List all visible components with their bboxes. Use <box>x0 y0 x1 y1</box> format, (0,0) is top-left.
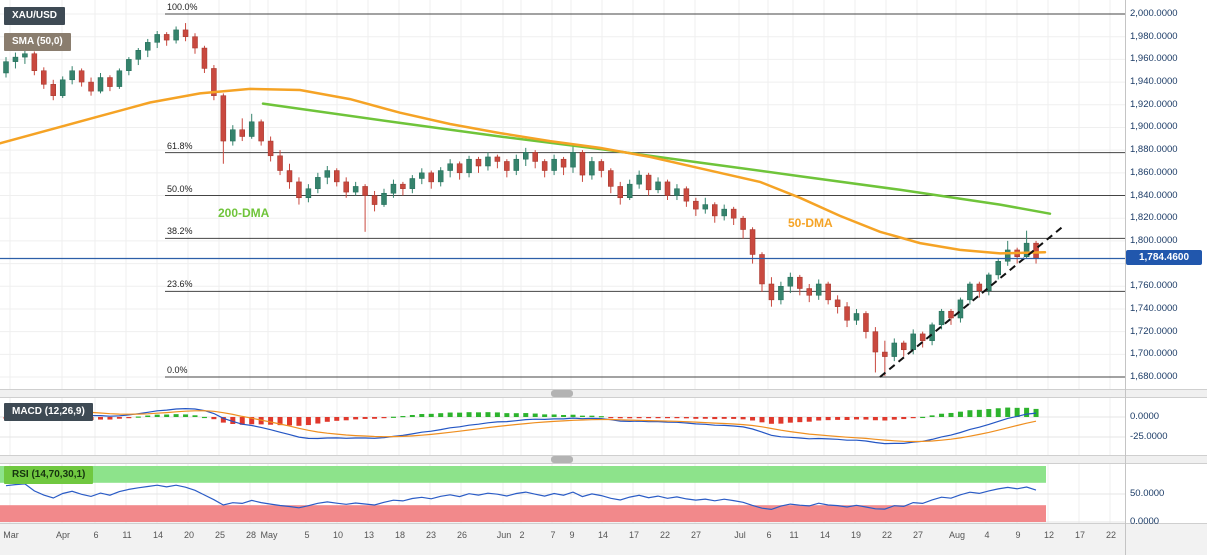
rsi-indicator-badge[interactable]: RSI (14,70,30,1) <box>4 466 94 484</box>
time-axis-label: 4 <box>984 530 990 540</box>
splitter-handle-icon[interactable] <box>551 390 573 397</box>
fib-level-label: 38.2% <box>167 226 193 237</box>
price-axis-label: 1,820.0000 <box>1130 212 1178 224</box>
time-axis-label: 5 <box>304 530 310 540</box>
time-axis-label: 17 <box>1074 530 1085 540</box>
time-axis-label: 11 <box>122 530 132 540</box>
candlesticks <box>3 23 1039 376</box>
price-axis-label: 1,680.0000 <box>1130 371 1178 382</box>
macd-axis-label: -25.0000 <box>1130 431 1168 442</box>
time-axis-label: 14 <box>152 530 163 540</box>
time-axis-label: 13 <box>363 530 374 540</box>
price-axis-label: 1,880.0000 <box>1130 144 1178 156</box>
time-axis-label: 26 <box>456 530 467 540</box>
rsi-bands <box>0 466 1046 522</box>
fibonacci-lines <box>165 13 1125 378</box>
time-axis-label: 11 <box>789 530 799 540</box>
sma-indicator-badge[interactable]: SMA (50,0) <box>4 33 71 51</box>
time-axis-label: Mar <box>3 530 19 540</box>
time-axis-label: 23 <box>425 530 436 540</box>
splitter-handle-icon[interactable] <box>551 456 573 463</box>
time-axis-label: 22 <box>659 530 670 540</box>
time-axis-label: 27 <box>912 530 923 540</box>
time-axis-label: 9 <box>569 530 575 540</box>
time-axis-label: 19 <box>850 530 861 540</box>
dma200-line <box>261 102 1052 215</box>
time-axis-label: 22 <box>881 530 892 540</box>
fib-level-label: 23.6% <box>167 279 193 290</box>
time-axis-label: 17 <box>628 530 639 540</box>
current-price-badge: 1,784.4600 <box>1126 250 1202 265</box>
time-axis-label: 6 <box>766 530 772 540</box>
price-axis-label: 2,000.0000 <box>1130 8 1178 19</box>
time-axis-label: 18 <box>394 530 405 540</box>
dma200-label: 200-DMA <box>218 206 270 220</box>
price-axis-label: 1,860.0000 <box>1130 166 1178 178</box>
time-axis-label: Apr <box>55 530 70 540</box>
time-axis-label: 7 <box>550 530 556 540</box>
price-axis-label: 1,740.0000 <box>1130 302 1178 314</box>
fib-level-label: 50.0% <box>167 183 193 194</box>
sma50-line <box>0 87 1047 255</box>
time-axis-label: Jul <box>734 530 746 540</box>
time-axis-label: 28 <box>245 530 256 540</box>
macd-indicator-badge[interactable]: MACD (12,26,9) <box>4 403 93 421</box>
rsi-line <box>5 483 1037 511</box>
price-axis-label: 1,920.0000 <box>1130 98 1178 110</box>
time-axis-label: 10 <box>332 530 343 540</box>
time-axis-label: 6 <box>93 530 99 540</box>
macd-line <box>5 407 1037 445</box>
gridlines <box>0 0 1125 523</box>
time-axis-label: 27 <box>690 530 701 540</box>
price-axis-label: 1,940.0000 <box>1130 76 1178 88</box>
time-axis-label: 12 <box>1043 530 1054 540</box>
price-axis-label: 1,960.0000 <box>1130 53 1178 65</box>
trendline <box>879 226 1063 378</box>
time-axis-label: 14 <box>597 530 608 540</box>
time-axis-label: 20 <box>183 530 194 540</box>
time-axis-label: Jun <box>496 530 512 540</box>
rsi-axis-label: 0.0000 <box>1130 516 1160 527</box>
dma50-label: 50-DMA <box>788 216 833 230</box>
rsi-axis-label: 50.0000 <box>1130 488 1165 499</box>
fib-level-label: 100.0% <box>167 2 198 12</box>
price-axis-label: 1,980.0000 <box>1130 30 1178 42</box>
price-axis-label: 1,800.0000 <box>1130 234 1178 246</box>
price-axis-label: 1,900.0000 <box>1130 121 1178 133</box>
time-axis-label: 2 <box>519 530 525 540</box>
price-axis-label: 1,720.0000 <box>1130 325 1178 337</box>
price-axis-label: 1,700.0000 <box>1130 348 1178 360</box>
time-axis-label: 22 <box>1105 530 1116 540</box>
macd-signal-line <box>5 406 1037 443</box>
time-axis-label: 25 <box>214 530 225 540</box>
fib-level-label: 61.8% <box>167 140 193 151</box>
time-axis-label: May <box>260 530 278 540</box>
price-axis-label: 1,760.0000 <box>1130 280 1178 292</box>
time-axis-label: 9 <box>1015 530 1021 540</box>
symbol-badge[interactable]: XAU/USD <box>4 7 66 25</box>
macd-axis-label: 0.0000 <box>1130 411 1160 422</box>
time-axis-label: Aug <box>948 530 965 540</box>
fib-level-label: 0.0% <box>167 365 188 375</box>
time-axis-label: 14 <box>819 530 830 540</box>
price-axis-label: 1,840.0000 <box>1130 189 1178 201</box>
